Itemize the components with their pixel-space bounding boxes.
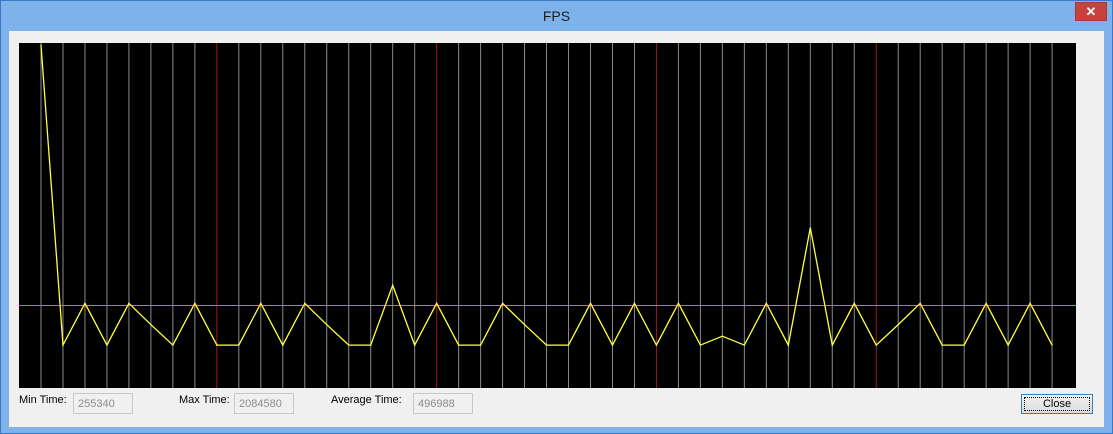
data-point xyxy=(765,302,767,304)
data-point xyxy=(985,302,987,304)
data-point xyxy=(282,344,284,346)
average-time-field[interactable]: 496988 xyxy=(413,393,473,414)
close-button[interactable]: Close xyxy=(1021,394,1093,414)
data-point xyxy=(326,324,328,326)
data-point xyxy=(1029,302,1031,304)
data-point xyxy=(194,302,196,304)
data-point xyxy=(172,344,174,346)
data-point xyxy=(238,344,240,346)
data-point xyxy=(853,302,855,304)
data-point xyxy=(501,302,504,304)
data-point xyxy=(370,344,372,346)
data-point xyxy=(963,344,965,346)
data-point xyxy=(40,44,42,46)
data-point xyxy=(414,344,416,346)
data-point xyxy=(458,344,460,346)
data-point xyxy=(304,302,306,304)
max-time-field[interactable]: 2084580 xyxy=(234,393,294,414)
data-point xyxy=(128,302,130,304)
data-point xyxy=(743,344,745,346)
max-time-label: Max Time: xyxy=(179,394,230,406)
data-point xyxy=(677,302,680,304)
data-point xyxy=(545,344,548,346)
data-point xyxy=(84,302,86,304)
data-point xyxy=(721,335,723,337)
data-point xyxy=(897,324,899,326)
data-point xyxy=(567,344,570,346)
data-point xyxy=(62,344,64,346)
data-point xyxy=(655,344,658,346)
fps-graph xyxy=(19,43,1076,388)
data-point xyxy=(589,302,592,304)
data-point xyxy=(1007,344,1009,346)
average-time-label: Average Time: xyxy=(331,394,402,406)
data-point xyxy=(831,344,833,346)
window-title: FPS xyxy=(542,8,571,24)
client-area: Min Time: 255340 Max Time: 2084580 Avera… xyxy=(9,31,1104,427)
data-point xyxy=(150,324,152,326)
data-point xyxy=(1051,344,1053,346)
data-point xyxy=(392,284,394,286)
data-point xyxy=(941,344,943,346)
data-point xyxy=(480,344,482,346)
data-point xyxy=(633,302,636,304)
min-time-label: Min Time: xyxy=(19,394,67,406)
data-point xyxy=(699,344,702,346)
data-point xyxy=(809,227,811,229)
data-point xyxy=(436,302,438,304)
data-point xyxy=(875,344,877,346)
title-bar[interactable]: FPS ✕ xyxy=(1,1,1112,31)
data-point xyxy=(523,324,526,326)
data-point xyxy=(348,344,350,346)
data-point xyxy=(787,344,789,346)
data-point xyxy=(611,344,614,346)
data-point xyxy=(919,302,921,304)
data-point xyxy=(260,302,262,304)
data-point xyxy=(216,344,218,346)
close-icon[interactable]: ✕ xyxy=(1075,2,1107,21)
data-point xyxy=(106,344,108,346)
min-time-field[interactable]: 255340 xyxy=(73,393,133,414)
